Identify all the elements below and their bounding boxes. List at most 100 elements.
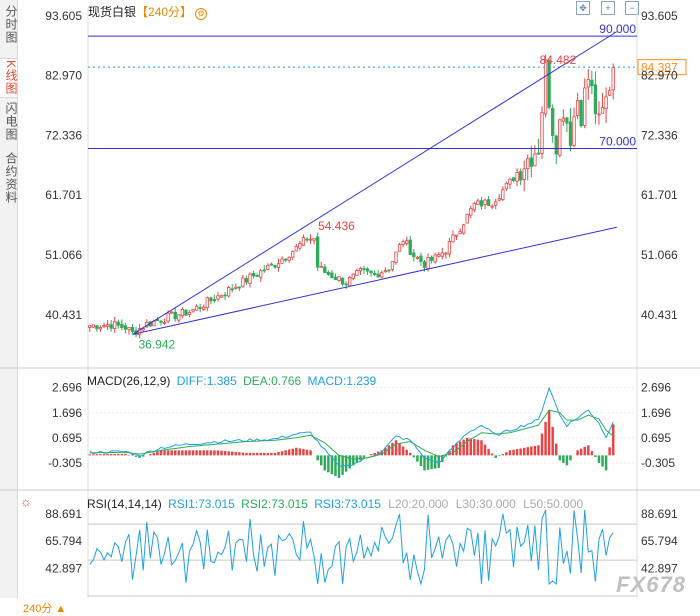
- candle-body: [558, 119, 562, 156]
- candle-body: [401, 241, 405, 245]
- rsi-y-tick-right: 88.691: [641, 507, 678, 521]
- rsi3-name: RSI3: [314, 497, 341, 511]
- zoom-out-icon[interactable]: −: [625, 1, 639, 15]
- candle-body: [522, 168, 526, 180]
- candle-body: [137, 328, 142, 336]
- candle-body: [608, 90, 612, 96]
- price-y-tick-right: 61.701: [641, 188, 678, 202]
- price-lines: 90.000 70.000 36.942 54.436 84.482 84.387: [88, 22, 687, 351]
- candle-body: [312, 238, 316, 241]
- candle-body: [237, 286, 241, 289]
- candle-body: [266, 265, 270, 270]
- candle-body: [173, 311, 177, 320]
- candle-body: [551, 108, 555, 136]
- chart-header: 现货白银【240分】 ⚙: [88, 3, 208, 20]
- candle-body: [490, 205, 494, 208]
- candle-body: [593, 84, 598, 115]
- candle-body: [472, 202, 476, 211]
- candle-body: [287, 256, 291, 261]
- trendline: [132, 226, 617, 335]
- candle-body: [98, 326, 103, 330]
- rsi-lines: [89, 509, 614, 586]
- candle-body: [454, 234, 459, 237]
- candle-body: [465, 213, 469, 224]
- candle-body: [130, 327, 135, 332]
- candle-body: [405, 240, 409, 244]
- candle-body: [579, 100, 583, 127]
- candle-body: [469, 208, 473, 216]
- candle-body: [533, 153, 537, 167]
- trendline: [132, 31, 618, 335]
- candle-body: [187, 311, 192, 315]
- candle-body: [369, 270, 373, 274]
- last-price-label: 84.387: [641, 61, 678, 75]
- candle-body: [333, 276, 338, 281]
- candle-body: [422, 261, 427, 268]
- candle-body: [283, 258, 288, 261]
- candle-body: [301, 237, 306, 246]
- candle-body: [230, 288, 234, 291]
- macd-title-bar: MACD(26,12,9) DIFF:1.385 DEA:0.766 MACD:…: [87, 374, 377, 388]
- tab-timeshare[interactable]: 分时图: [4, 4, 18, 44]
- macd-y-tick-left: 0.695: [52, 431, 82, 445]
- candle-body: [543, 59, 548, 115]
- candle-body: [529, 157, 533, 167]
- bottom-bar: [0, 598, 700, 616]
- tab-contract-info[interactable]: 合约资料: [4, 152, 18, 204]
- candle-body: [518, 171, 523, 181]
- rsi-title: RSI(14,14,14): [87, 497, 162, 511]
- price-y-tick-right: 82.970: [641, 69, 678, 83]
- tab-kline[interactable]: K线图: [0, 58, 18, 98]
- price-y-tick-left: 93.605: [45, 9, 82, 23]
- high-annotation: 84.482: [540, 53, 577, 67]
- candle-body: [202, 306, 206, 310]
- rsi-y-tick-left: 42.897: [45, 562, 82, 576]
- candle-body: [387, 269, 391, 272]
- zoom-in-icon[interactable]: +: [601, 1, 615, 15]
- gear-icon[interactable]: ⚙: [195, 8, 208, 20]
- mid-high-annotation: 54.436: [318, 219, 355, 233]
- candle-body: [390, 261, 395, 270]
- rsi2-value: 73.015: [271, 497, 308, 511]
- candle-body: [479, 200, 484, 207]
- candle-body: [604, 96, 608, 110]
- candle-body: [444, 252, 448, 255]
- candle-body: [177, 314, 181, 321]
- diff-line: [89, 386, 614, 468]
- candle-body: [194, 305, 199, 311]
- candle-body: [326, 271, 331, 275]
- price-y-tick-right: 51.066: [641, 248, 678, 262]
- rsi-title-bar: RSI(14,14,14) RSI1:73.015 RSI2:73.015 RS…: [87, 497, 584, 511]
- candle-body: [241, 277, 245, 287]
- candle-body: [586, 79, 590, 88]
- candle-body: [451, 234, 455, 243]
- candle-body: [380, 272, 384, 278]
- dea-name: DEA: [243, 374, 268, 388]
- tab-flash[interactable]: 闪电图: [4, 101, 18, 141]
- candle-body: [462, 224, 466, 234]
- rsi2-name: RSI2: [241, 497, 268, 511]
- candle-body: [340, 277, 345, 285]
- candle-body: [95, 325, 99, 330]
- price-y-tick-right: 93.605: [641, 9, 678, 23]
- macd-y-tick-right: 2.696: [641, 381, 671, 395]
- period-button[interactable]: 240分 ▲: [23, 603, 67, 615]
- candle-body: [351, 273, 355, 280]
- candle-body: [319, 265, 323, 268]
- price-candles: [88, 54, 615, 339]
- candle-body: [355, 270, 359, 276]
- rsi1-value: 73.015: [198, 497, 235, 511]
- move-icon[interactable]: ✥: [576, 1, 590, 15]
- candle-body: [234, 286, 238, 289]
- macd-y-tick-left: 1.696: [52, 406, 82, 420]
- rsi3-value: 73.015: [344, 497, 381, 511]
- rsi-level-20: L20:20.000: [388, 497, 449, 511]
- candle-body: [508, 178, 512, 185]
- rsi-y-tick-right: 65.794: [641, 534, 678, 548]
- sun-icon[interactable]: ☼: [20, 494, 32, 509]
- symbol-title: 现货白银: [88, 5, 137, 19]
- candle-body: [251, 272, 256, 277]
- candle-body: [372, 273, 377, 275]
